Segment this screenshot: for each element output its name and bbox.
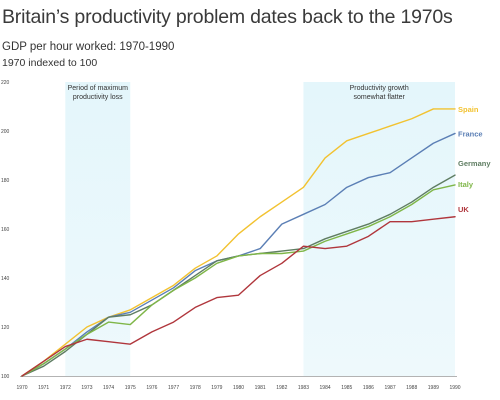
x-tick-label: 1987	[384, 385, 395, 391]
x-tick-label: 1990	[449, 385, 460, 391]
series-label-germany: Germany	[458, 159, 491, 168]
x-tick-label: 1981	[255, 385, 266, 391]
x-tick-label: 1984	[320, 385, 331, 391]
x-tick-label: 1970	[16, 385, 27, 391]
x-axis: 1970 1971 1972 1973 1974 1975 1976 1977 1978 1979…	[16, 376, 461, 391]
band-label-line: productivity loss	[73, 94, 123, 101]
x-tick-label: 1973	[81, 385, 92, 391]
y-axis: 100 120 140 160 180 200 220	[1, 80, 10, 380]
y-tick-label: 140	[1, 276, 10, 282]
x-tick-label: 1974	[103, 385, 114, 391]
y-tick-label: 200	[1, 129, 10, 135]
x-tick-label: 1988	[406, 385, 417, 391]
x-tick-label: 1979	[211, 385, 222, 391]
y-tick-label: 220	[1, 80, 10, 86]
x-tick-label: 1971	[38, 385, 49, 391]
band-label-line: Period of maximum	[68, 85, 128, 92]
series-label-spain: Spain	[458, 105, 479, 114]
series-label-italy: Italy	[458, 180, 474, 189]
x-tick-label: 1980	[233, 385, 244, 391]
series-line-uk	[21, 216, 456, 377]
x-tick-label: 1977	[168, 385, 179, 391]
x-tick-label: 1982	[276, 385, 287, 391]
x-tick-label: 1989	[428, 385, 439, 391]
y-tick-label: 160	[1, 227, 10, 233]
x-tick-label: 1972	[60, 385, 71, 391]
x-tick-label: 1985	[341, 385, 352, 391]
chart-subtitle-note: 1970 indexed to 100	[2, 57, 98, 69]
x-tick-label: 1976	[146, 385, 157, 391]
series-lines	[21, 108, 456, 377]
x-tick-label: 1975	[125, 385, 136, 391]
series-labels: Spain France Germany Italy UK	[458, 105, 491, 214]
x-tick-label: 1978	[190, 385, 201, 391]
x-tick-label: 1986	[363, 385, 374, 391]
y-tick-label: 100	[1, 374, 10, 380]
highlight-bands: Period of maximum productivity loss Produc…	[65, 82, 455, 376]
y-tick-label: 120	[1, 325, 10, 331]
band-label-line: somewhat flatter	[354, 94, 406, 101]
series-line-italy	[21, 184, 456, 377]
series-label-france: France	[458, 129, 483, 138]
series-line-spain	[21, 108, 456, 377]
x-tick-label: 1983	[298, 385, 309, 391]
chart-title: Britain’s productivity problem dates bac…	[2, 6, 453, 28]
band-max-productivity-loss	[65, 82, 131, 376]
chart-subtitle: GDP per hour worked: 1970-1990	[2, 41, 175, 53]
series-label-uk: UK	[458, 205, 469, 214]
band-label-line: Productivity growth	[350, 85, 409, 92]
y-tick-label: 180	[1, 178, 10, 184]
